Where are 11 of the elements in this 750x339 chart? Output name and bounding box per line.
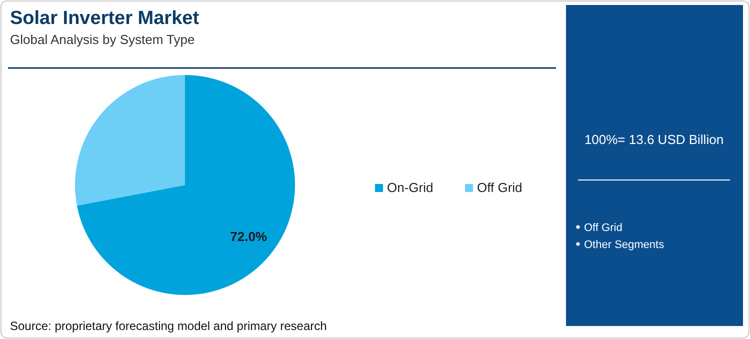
legend-label: Off Grid xyxy=(477,180,522,195)
text: 100%= 13.6 USD Billion xyxy=(584,132,724,147)
pie-slice xyxy=(75,75,185,206)
pie-slice xyxy=(76,75,295,295)
legend-label: On-Grid xyxy=(387,180,434,195)
data-label: 72.0% xyxy=(230,229,268,244)
source-note: Source: proprietary forecasting model and primary research xyxy=(10,319,327,333)
chart-subtitle: Global Analysis by System Type xyxy=(10,32,195,47)
text: Other Segments xyxy=(584,239,665,251)
chart-title: Solar Inverter Market xyxy=(10,8,200,29)
text: Off Grid xyxy=(584,222,622,234)
